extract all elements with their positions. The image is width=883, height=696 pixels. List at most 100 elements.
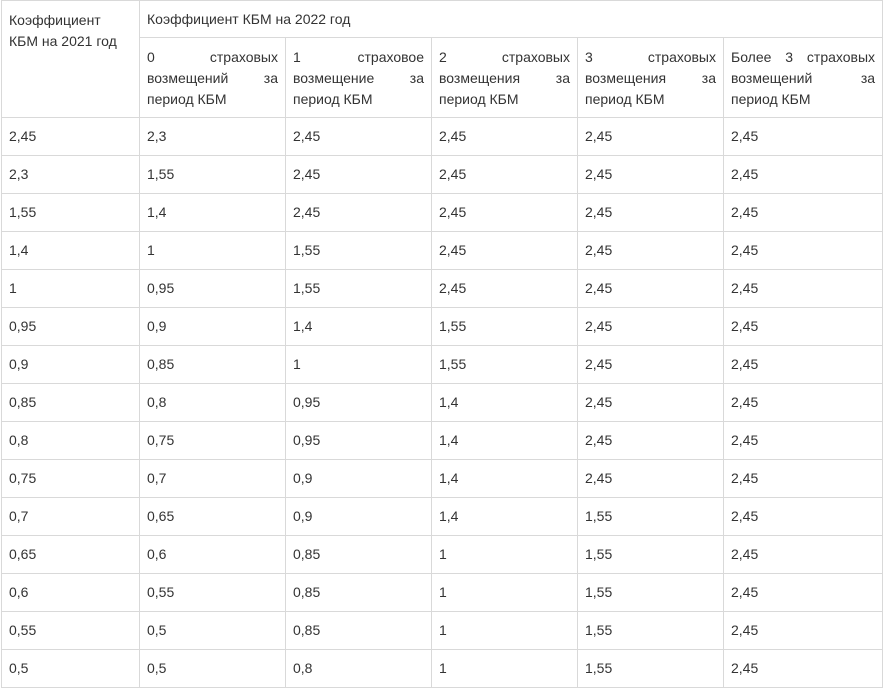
kbm-2022-cell: 0,75	[139, 421, 286, 460]
kbm-2022-cell: 0,8	[285, 649, 432, 688]
kbm-2022-cell: 2,45	[577, 345, 724, 384]
kbm-2022-cell: 2,45	[577, 155, 724, 194]
kbm-2022-cell: 2,45	[577, 231, 724, 270]
sub-header-line: Более 3 страховых	[731, 49, 876, 65]
kbm-2022-cell: 2,45	[431, 269, 578, 308]
kbm-2022-cell: 2,45	[722, 117, 883, 156]
kbm-2022-cell: 1,4	[431, 383, 578, 422]
kbm-2022-cell: 0,5	[139, 611, 286, 650]
kbm-2022-cell: 0,9	[285, 459, 432, 498]
sub-header-line: 0 страховых	[147, 49, 278, 65]
kbm-2022-cell: 2,45	[722, 345, 883, 384]
kbm-2022-cell: 1,55	[285, 231, 432, 270]
kbm-2022-cell: 1,4	[431, 421, 578, 460]
kbm-2022-cell: 2,45	[722, 611, 883, 650]
kbm-2021-cell: 0,85	[1, 383, 140, 422]
sub-header-0: 0 страховых возмещений за период КБМ	[139, 37, 286, 118]
kbm-2022-cell: 2,45	[722, 649, 883, 688]
kbm-2022-cell: 2,45	[577, 421, 724, 460]
kbm-2022-cell: 2,45	[431, 231, 578, 270]
kbm-2022-cell: 2,45	[577, 459, 724, 498]
kbm-2022-cell: 0,85	[285, 535, 432, 574]
kbm-2022-cell: 0,95	[139, 269, 286, 308]
sub-header-line: период КБМ	[439, 91, 519, 107]
table-row: 0,95 0,9 1,4 1,55 2,45 2,45	[1, 307, 883, 346]
kbm-2022-cell: 2,45	[722, 155, 883, 194]
kbm-2022-cell: 1,55	[139, 155, 286, 194]
kbm-2022-cell: 1,55	[285, 269, 432, 308]
kbm-2021-cell: 0,5	[1, 649, 140, 688]
kbm-2022-cell: 2,45	[722, 307, 883, 346]
kbm-2022-cell: 2,45	[577, 383, 724, 422]
kbm-2022-cell: 2,45	[431, 193, 578, 232]
kbm-2022-cell: 1	[139, 231, 286, 270]
sub-header-4: Более 3 страховых возмещений за период КБМ	[722, 37, 883, 118]
kbm-2021-cell: 2,45	[1, 117, 140, 156]
header-row-group: Коэффициент КБМ на 2021 год Коэффициент …	[1, 0, 883, 118]
kbm-2022-cell: 1,55	[577, 535, 724, 574]
kbm-2022-cell: 1,55	[577, 611, 724, 650]
kbm-2022-cell: 1	[285, 345, 432, 384]
kbm-2022-cell: 1,4	[139, 193, 286, 232]
kbm-2022-cell: 2,45	[285, 117, 432, 156]
table-row: 0,7 0,65 0,9 1,4 1,55 2,45	[1, 497, 883, 536]
group-header: Коэффициент КБМ на 2022 год	[138, 0, 883, 38]
sub-header-line: возмещение за	[293, 70, 424, 86]
kbm-2022-cell: 1	[431, 611, 578, 650]
table-row: 0,9 0,85 1 1,55 2,45 2,45	[1, 345, 883, 384]
kbm-2022-cell: 2,45	[722, 459, 883, 498]
sub-header-line: возмещения за	[585, 70, 716, 86]
kbm-2022-cell: 2,45	[431, 155, 578, 194]
table-row: 0,75 0,7 0,9 1,4 2,45 2,45	[1, 459, 883, 498]
kbm-2022-cell: 2,45	[577, 307, 724, 346]
sub-header-line: период КБМ	[731, 91, 811, 107]
sub-header-line: период КБМ	[293, 91, 373, 107]
sub-header-line: 2 страховых	[439, 49, 570, 65]
kbm-2021-cell: 0,75	[1, 459, 140, 498]
table-row: 0,8 0,75 0,95 1,4 2,45 2,45	[1, 421, 883, 460]
sub-header-line: возмещений за	[147, 70, 278, 86]
kbm-2022-cell: 0,9	[285, 497, 432, 536]
corner-header: Коэффициент КБМ на 2021 год	[1, 0, 140, 118]
kbm-2021-cell: 0,9	[1, 345, 140, 384]
kbm-2022-cell: 2,45	[285, 193, 432, 232]
kbm-2022-cell: 0,8	[139, 383, 286, 422]
kbm-2022-cell: 1,4	[431, 459, 578, 498]
header-row-sub: 0 страховых возмещений за период КБМ 1 стра…	[2, 37, 883, 118]
kbm-2022-cell: 1,55	[431, 307, 578, 346]
kbm-2022-cell: 2,45	[722, 497, 883, 536]
kbm-2022-cell: 1,55	[431, 345, 578, 384]
kbm-2022-cell: 2,45	[577, 117, 724, 156]
kbm-2022-cell: 2,3	[139, 117, 286, 156]
kbm-2022-cell: 0,85	[285, 611, 432, 650]
sub-header-line: период КБМ	[585, 91, 665, 107]
table-row: 0,5 0,5 0,8 1 1,55 2,45	[1, 649, 883, 688]
kbm-2022-cell: 0,6	[139, 535, 286, 574]
kbm-2021-cell: 1	[1, 269, 140, 308]
kbm-2022-cell: 1	[431, 649, 578, 688]
kbm-2022-cell: 2,45	[722, 421, 883, 460]
kbm-2021-cell: 0,8	[1, 421, 140, 460]
kbm-2022-cell: 2,45	[577, 193, 724, 232]
kbm-2022-cell: 2,45	[722, 193, 883, 232]
kbm-2022-cell: 2,45	[722, 269, 883, 308]
sub-header-2: 2 страховых возмещения за период КБМ	[431, 37, 578, 118]
table-row: 1,4 1 1,55 2,45 2,45 2,45	[1, 231, 883, 270]
kbm-2022-cell: 0,85	[139, 345, 286, 384]
sub-header-line: возмещений за	[731, 70, 876, 86]
kbm-2022-cell: 1,55	[577, 573, 724, 612]
table-body: 2,45 2,3 2,45 2,45 2,45 2,45 2,3 1,55 2,45 2,45 2,…	[1, 117, 883, 688]
sub-header-line: 3 страховых	[585, 49, 716, 65]
kbm-2022-cell: 2,45	[722, 383, 883, 422]
sub-header-line: период КБМ	[147, 91, 227, 107]
sub-header-line: возмещения за	[439, 70, 570, 86]
kbm-2022-cell: 0,7	[139, 459, 286, 498]
kbm-2022-cell: 0,55	[139, 573, 286, 612]
table-row: 2,3 1,55 2,45 2,45 2,45 2,45	[1, 155, 883, 194]
sub-header-line: 1 страховое	[293, 49, 424, 65]
kbm-2021-cell: 1,4	[1, 231, 140, 270]
table-row: 0,65 0,6 0,85 1 1,55 2,45	[1, 535, 883, 574]
table-row: 0,6 0,55 0,85 1 1,55 2,45	[1, 573, 883, 612]
kbm-2021-cell: 0,95	[1, 307, 140, 346]
